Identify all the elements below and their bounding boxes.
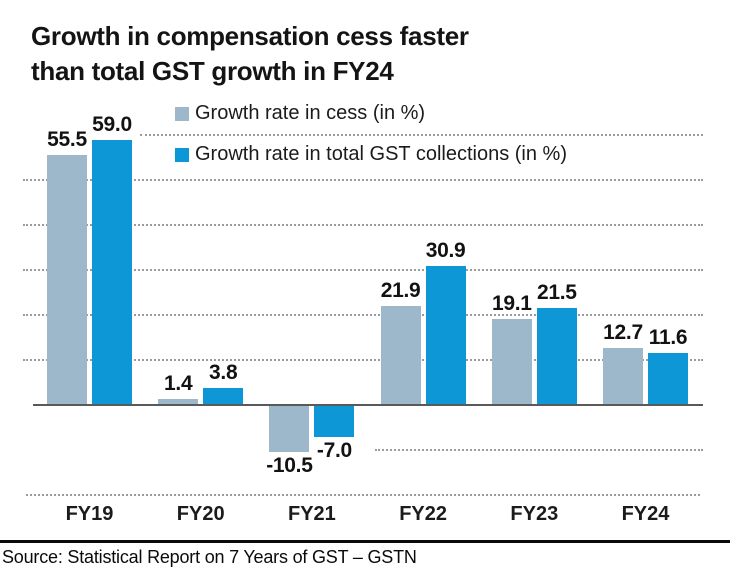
bar-cess-FY20 (158, 398, 199, 405)
value-label-gst-FY19: 59.0 (92, 112, 132, 136)
bar-gst-FY21 (314, 405, 355, 437)
x-label-FY19: FY19 (65, 503, 114, 525)
value-label-cess-FY22: 21.9 (380, 279, 421, 303)
footer-divider (0, 540, 730, 543)
x-label-FY24: FY24 (621, 503, 670, 525)
gridline-10 (23, 359, 703, 361)
bar-gst-FY20 (203, 387, 244, 405)
value-label-gst-FY21: -7.0 (316, 438, 352, 462)
gridline--20 (26, 494, 700, 496)
bar-gst-FY22 (425, 265, 466, 405)
bar-cess-FY23 (491, 319, 532, 405)
bar-gst-FY24 (648, 352, 688, 405)
chart-title: Growth in compensation cess faster than … (31, 19, 591, 89)
value-label-cess-FY21: -10.5 (266, 454, 313, 478)
x-label-FY22: FY22 (399, 503, 447, 525)
x-label-FY21: FY21 (287, 503, 336, 525)
value-label-gst-FY23: 21.5 (536, 281, 577, 305)
legend-item-cess: Growth rate in cess (in %) (175, 102, 425, 125)
bar-cess-FY21 (269, 405, 310, 453)
x-label-FY23: FY23 (510, 503, 559, 525)
value-label-gst-FY24: 11.6 (648, 325, 688, 349)
value-label-cess-FY24: 12.7 (603, 320, 643, 344)
zero-axis-line (33, 404, 703, 406)
value-label-cess-FY23: 19.1 (491, 292, 532, 316)
gridline-20 (23, 314, 703, 316)
gridline-30 (23, 269, 703, 271)
source-credit: Source: Statistical Report on 7 Years of… (2, 547, 417, 567)
value-label-gst-FY22: 30.9 (425, 238, 466, 262)
bar-cess-FY24 (603, 347, 643, 405)
x-label-FY20: FY20 (176, 503, 225, 525)
gridline-40 (23, 224, 703, 226)
legend-swatch-total-gst-icon (175, 147, 189, 162)
bar-cess-FY22 (380, 306, 421, 405)
chart-title-line2: than total GST growth in FY24 (31, 56, 394, 86)
chart-title-line1: Growth in compensation cess faster (31, 21, 469, 51)
legend-item-total-gst: Growth rate in total GST collections (in… (175, 143, 567, 166)
legend-label-cess: Growth rate in cess (in %) (195, 102, 426, 124)
value-label-cess-FY19: 55.5 (47, 128, 87, 152)
value-label-cess-FY20: 1.4 (164, 371, 193, 395)
bar-cess-FY19 (47, 155, 87, 405)
bar-gst-FY19 (92, 139, 132, 405)
legend-label-total-gst: Growth rate in total GST collections (in… (195, 143, 567, 165)
legend-swatch-cess-icon (175, 106, 189, 121)
bar-gst-FY23 (536, 308, 577, 405)
gridline-50 (23, 179, 703, 181)
value-label-gst-FY20: 3.8 (209, 360, 238, 384)
gridline--10 (375, 449, 703, 451)
gridline-60 (140, 134, 703, 136)
